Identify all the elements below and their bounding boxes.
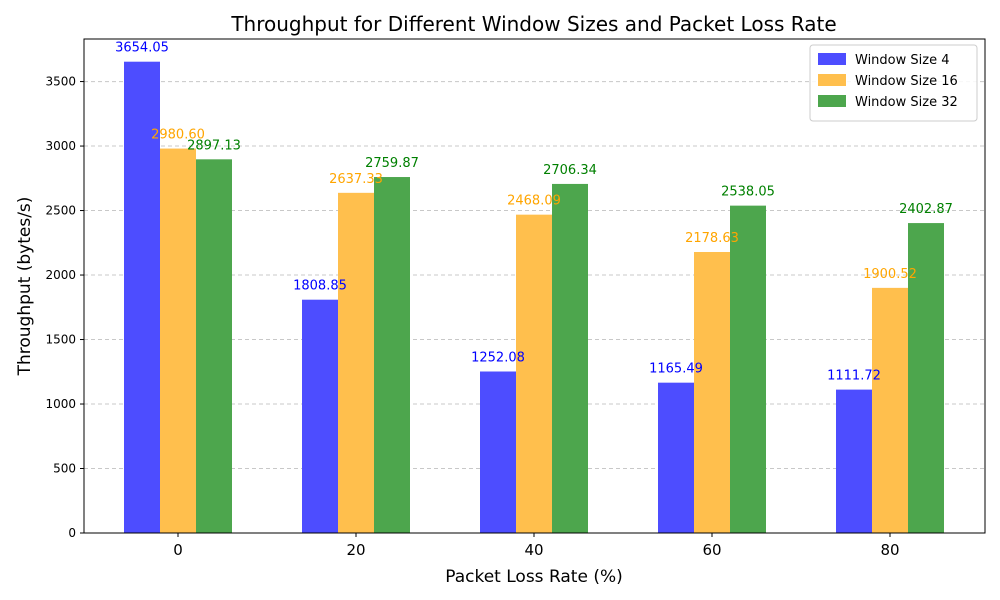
x-tick-label: 40 bbox=[524, 541, 543, 559]
y-tick-label: 1500 bbox=[45, 333, 76, 347]
bar-window-size-4-20 bbox=[302, 299, 338, 533]
x-axis-label: Packet Loss Rate (%) bbox=[445, 567, 623, 587]
y-tick-label: 500 bbox=[53, 462, 76, 476]
y-tick-label: 0 bbox=[68, 526, 76, 540]
bar-window-size-16-40 bbox=[516, 214, 552, 533]
bar-window-size-4-40 bbox=[480, 371, 516, 533]
bar-value-label: 1808.85 bbox=[293, 279, 347, 294]
legend-entry: Window Size 4 bbox=[855, 53, 949, 68]
bar-value-label: 1111.72 bbox=[827, 369, 881, 384]
legend-entry: Window Size 16 bbox=[855, 74, 958, 89]
legend-swatch bbox=[818, 95, 846, 107]
bar-window-size-16-80 bbox=[872, 287, 908, 533]
x-tick-label: 80 bbox=[880, 541, 899, 559]
chart-title: Throughput for Different Window Sizes an… bbox=[230, 12, 836, 36]
y-tick-label: 3500 bbox=[45, 75, 76, 89]
bar-window-size-32-40 bbox=[552, 183, 588, 533]
bar-value-label: 2402.87 bbox=[899, 202, 953, 217]
bar-window-size-4-80 bbox=[836, 389, 872, 533]
bar-window-size-32-20 bbox=[374, 177, 410, 533]
bar-value-label: 2980.60 bbox=[151, 128, 205, 143]
legend-swatch bbox=[818, 74, 846, 86]
axis-layer: 0 500 1000 1500 2000 2500 3000 3500 0 20 40 60 80 bbox=[45, 75, 899, 559]
legend: Window Size 4 Window Size 16 Window Size 3… bbox=[809, 44, 978, 122]
bar-window-size-32-0 bbox=[196, 159, 232, 533]
legend-swatch bbox=[818, 53, 846, 65]
x-tick-label: 0 bbox=[173, 541, 183, 559]
bar-value-label: 2538.05 bbox=[721, 185, 775, 200]
bar-value-label: 2468.09 bbox=[507, 194, 561, 209]
y-axis-label: Throughput (bytes/s) bbox=[15, 197, 35, 377]
bar-value-label: 2897.13 bbox=[187, 138, 241, 153]
y-tick-label: 3000 bbox=[45, 139, 76, 153]
bar-value-label: 1252.08 bbox=[471, 351, 525, 366]
bar-value-label: 1900.52 bbox=[863, 267, 917, 282]
bar-window-size-16-0 bbox=[160, 148, 196, 534]
bar-window-size-32-60 bbox=[730, 205, 766, 533]
legend-entry: Window Size 32 bbox=[855, 95, 958, 110]
bar-window-size-4-0 bbox=[124, 61, 160, 533]
bars-layer bbox=[124, 61, 944, 534]
bar-window-size-16-20 bbox=[338, 192, 374, 533]
bar-value-label: 2637.33 bbox=[329, 172, 383, 187]
bar-value-label: 2706.34 bbox=[543, 163, 597, 178]
x-tick-label: 60 bbox=[702, 541, 721, 559]
bar-value-label: 2759.87 bbox=[365, 156, 419, 171]
y-tick-label: 1000 bbox=[45, 397, 76, 411]
bar-value-label: 1165.49 bbox=[649, 362, 703, 377]
x-tick-label: 20 bbox=[346, 541, 365, 559]
bar-window-size-16-60 bbox=[694, 251, 730, 533]
bar-window-size-4-60 bbox=[658, 382, 694, 533]
bar-value-label: 3654.05 bbox=[115, 41, 169, 56]
value-labels-layer: 3654.05 1808.85 1252.08 1165.49 1111.72 2980.… bbox=[115, 41, 953, 384]
bar-window-size-32-80 bbox=[908, 223, 944, 534]
y-tick-label: 2000 bbox=[45, 268, 76, 282]
y-tick-label: 2500 bbox=[45, 204, 76, 218]
legend-box bbox=[809, 44, 978, 122]
bar-value-label: 2178.63 bbox=[685, 231, 739, 246]
